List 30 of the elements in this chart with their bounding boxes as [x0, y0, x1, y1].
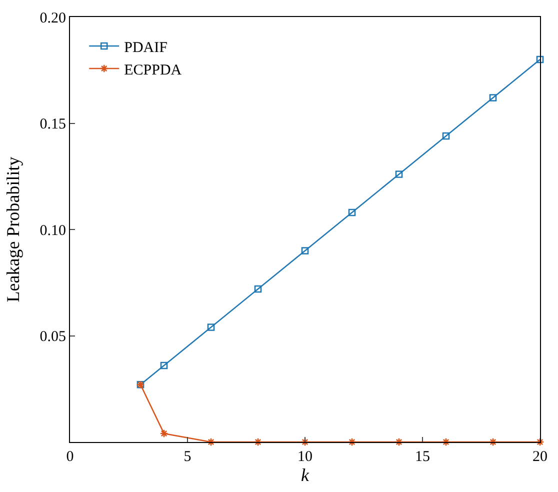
point: [489, 94, 497, 102]
point: [301, 247, 309, 254]
y-tick-label: 0.20: [40, 10, 66, 26]
x-tick-label: 0: [66, 449, 74, 465]
point: [348, 208, 356, 216]
point: [348, 438, 356, 446]
point: [536, 56, 544, 64]
point: [160, 362, 168, 370]
point: [300, 438, 310, 446]
y-tick-label: 0.05: [40, 329, 66, 345]
x-tick-label: 5: [184, 449, 192, 465]
point: [395, 170, 403, 178]
point: [442, 438, 450, 446]
point: [207, 324, 215, 331]
point: [488, 438, 498, 446]
x-tick-label: 20: [532, 449, 548, 465]
legend-label: PDAIF: [124, 40, 168, 56]
point: [254, 285, 262, 293]
point: [442, 132, 450, 140]
point: [536, 438, 544, 446]
x-axis-title: k: [301, 465, 310, 486]
legend-label: ECPPDA: [124, 62, 182, 78]
y-tick-label: 0.15: [40, 116, 66, 132]
point: [160, 429, 168, 438]
y-axis-title: Leakage Probability: [2, 156, 23, 302]
point: [394, 438, 404, 446]
x-tick-label: 15: [415, 449, 430, 465]
point: [254, 438, 262, 446]
y-tick-label: 0.10: [40, 222, 66, 239]
x-tick-label: 10: [298, 449, 312, 465]
